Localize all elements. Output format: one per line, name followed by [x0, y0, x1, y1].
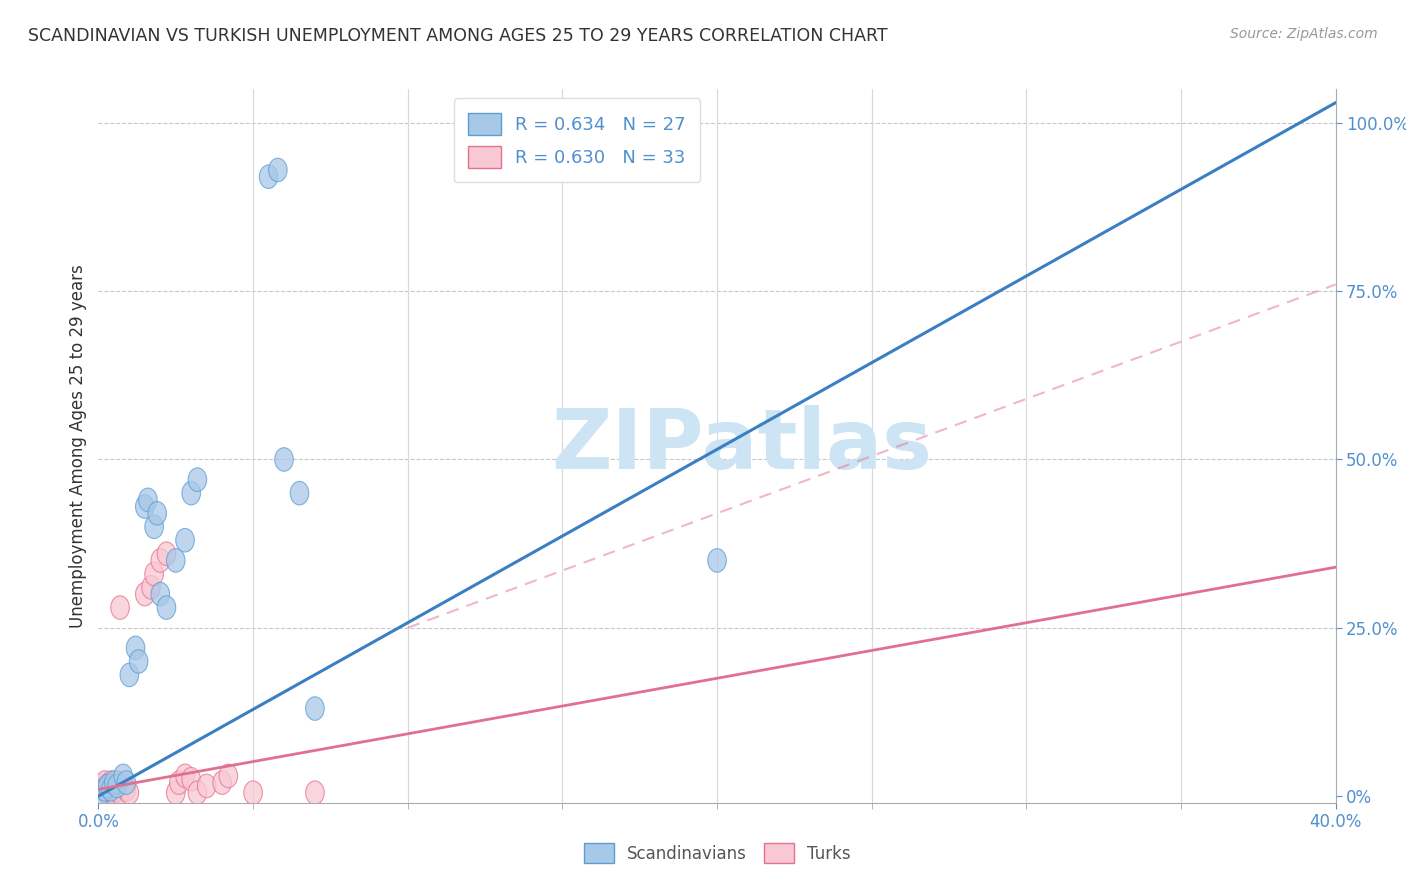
- Ellipse shape: [148, 501, 166, 525]
- Ellipse shape: [176, 764, 194, 788]
- Ellipse shape: [96, 771, 114, 795]
- Ellipse shape: [108, 774, 127, 797]
- Ellipse shape: [290, 482, 309, 505]
- Ellipse shape: [142, 575, 160, 599]
- Ellipse shape: [114, 764, 132, 788]
- Ellipse shape: [129, 649, 148, 673]
- Ellipse shape: [108, 778, 127, 801]
- Ellipse shape: [181, 482, 201, 505]
- Ellipse shape: [269, 158, 287, 182]
- Ellipse shape: [243, 780, 263, 805]
- Ellipse shape: [104, 774, 124, 797]
- Ellipse shape: [197, 774, 217, 797]
- Text: SCANDINAVIAN VS TURKISH UNEMPLOYMENT AMONG AGES 25 TO 29 YEARS CORRELATION CHART: SCANDINAVIAN VS TURKISH UNEMPLOYMENT AMO…: [28, 27, 887, 45]
- Ellipse shape: [127, 636, 145, 660]
- Ellipse shape: [305, 780, 325, 805]
- Ellipse shape: [166, 780, 186, 805]
- Ellipse shape: [135, 582, 155, 606]
- Text: Source: ZipAtlas.com: Source: ZipAtlas.com: [1230, 27, 1378, 41]
- Ellipse shape: [93, 780, 111, 805]
- Ellipse shape: [157, 542, 176, 566]
- Ellipse shape: [305, 697, 325, 721]
- Ellipse shape: [89, 778, 108, 801]
- Ellipse shape: [212, 771, 232, 795]
- Ellipse shape: [145, 515, 163, 539]
- Ellipse shape: [104, 780, 124, 805]
- Ellipse shape: [101, 778, 120, 801]
- Y-axis label: Unemployment Among Ages 25 to 29 years: Unemployment Among Ages 25 to 29 years: [69, 264, 87, 628]
- Ellipse shape: [98, 780, 117, 805]
- Text: ZIPatlas: ZIPatlas: [551, 406, 932, 486]
- Ellipse shape: [96, 778, 114, 801]
- Ellipse shape: [93, 774, 111, 797]
- Ellipse shape: [219, 764, 238, 788]
- Ellipse shape: [101, 778, 120, 801]
- Ellipse shape: [188, 780, 207, 805]
- Ellipse shape: [259, 165, 278, 188]
- Ellipse shape: [176, 528, 194, 552]
- Ellipse shape: [93, 780, 111, 805]
- Ellipse shape: [117, 771, 135, 795]
- Legend: Scandinavians, Turks: Scandinavians, Turks: [571, 830, 863, 877]
- Ellipse shape: [139, 488, 157, 512]
- Ellipse shape: [170, 771, 188, 795]
- Ellipse shape: [104, 771, 124, 795]
- Ellipse shape: [135, 495, 155, 518]
- Ellipse shape: [120, 663, 139, 687]
- Ellipse shape: [111, 780, 129, 805]
- Ellipse shape: [274, 448, 294, 471]
- Ellipse shape: [157, 596, 176, 619]
- Ellipse shape: [150, 549, 170, 573]
- Ellipse shape: [707, 549, 727, 573]
- Ellipse shape: [108, 771, 127, 795]
- Ellipse shape: [96, 778, 114, 801]
- Ellipse shape: [188, 468, 207, 491]
- Ellipse shape: [120, 780, 139, 805]
- Ellipse shape: [117, 778, 135, 801]
- Ellipse shape: [150, 582, 170, 606]
- Ellipse shape: [98, 774, 117, 797]
- Ellipse shape: [98, 774, 117, 797]
- Ellipse shape: [145, 562, 163, 586]
- Ellipse shape: [114, 774, 132, 797]
- Ellipse shape: [181, 767, 201, 791]
- Ellipse shape: [101, 771, 120, 795]
- Ellipse shape: [166, 549, 186, 573]
- Ellipse shape: [111, 596, 129, 619]
